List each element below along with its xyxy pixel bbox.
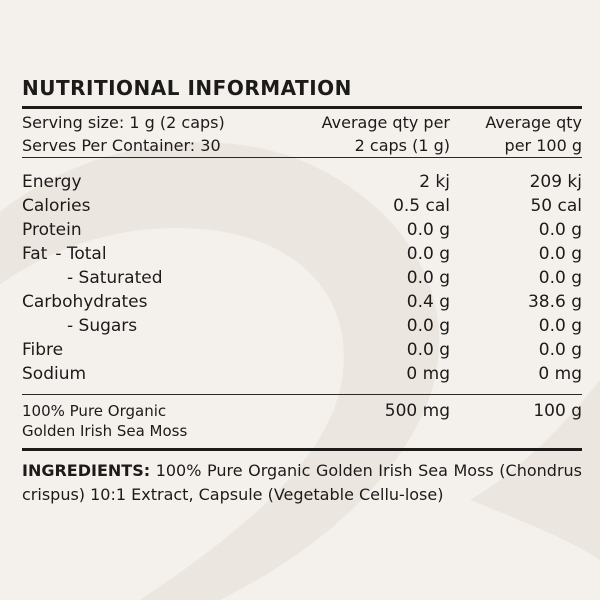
nutrient-table: Energy 2 kj 209 kj Calories 0.5 cal 50 c… [22,158,582,394]
nutrient-row-energy: Energy 2 kj 209 kj [22,170,582,194]
nutrient-per-100g: 38.6 g [527,292,582,312]
ingredients-heading: INGREDIENTS: [22,461,151,480]
nutrient-label: Energy [22,172,82,192]
nutrient-row-fibre: Fibre 0.0 g 0.0 g [22,338,582,362]
panel-title: NUTRITIONAL INFORMATION [22,76,352,100]
nutrient-per-serve: 0.0 g [406,244,450,264]
nutrient-label: Protein [22,220,82,240]
nutrient-row-carbohydrates: Carbohydrates 0.4 g 38.6 g [22,290,582,314]
ingredients-text: 100% Pure Organic Golden Irish Sea Moss … [22,461,582,504]
nutrient-per-serve: 0.0 g [406,268,450,288]
per-serve-header-line1: Average qty per [321,113,450,132]
ingredients-statement: INGREDIENTS: 100% Pure Organic Golden Ir… [22,459,582,507]
nutrient-per-serve: 0.5 cal [393,196,450,216]
nutrient-per-100g: 0.0 g [538,220,582,240]
serving-header-row-1: Serving size: 1 g (2 caps) Average qty p… [22,112,582,134]
nutrient-per-serve: 0.0 g [406,316,450,336]
active-per-serve: 500 mg [384,401,450,421]
bottom-divider [22,448,582,451]
serving-size: Serving size: 1 g (2 caps) [22,113,225,132]
serving-header: Serving size: 1 g (2 caps) Average qty p… [22,109,582,157]
per-100g-header-line1: Average qty [485,113,582,132]
nutrient-per-100g: 0.0 g [538,340,582,360]
nutrient-per-100g: 0.0 g [538,268,582,288]
nutrient-per-serve: 0.0 g [406,340,450,360]
serves-per-container: Serves Per Container: 30 [22,136,221,155]
nutrient-per-serve: 0 mg [406,364,450,384]
nutrient-label: Sodium [22,364,87,384]
nutrient-per-100g: 209 kj [529,172,582,192]
nutrient-per-100g: 0 mg [538,364,582,384]
nutrient-row-protein: Protein 0.0 g 0.0 g [22,218,582,242]
nutrient-label: - Sugars [67,316,138,336]
active-ingredient-row: 100% Pure Organic Golden Irish Sea Moss … [22,395,582,448]
nutrition-panel: NUTRITIONAL INFORMATION Serving size: 1 … [22,76,582,507]
per-100g-header-line2: per 100 g [504,136,582,155]
nutrient-per-100g: 50 cal [530,196,582,216]
per-serve-header-line2: 2 caps (1 g) [354,136,450,155]
header-divider [22,157,582,158]
nutrient-label: Calories [22,196,91,216]
serving-header-row-2: Serves Per Container: 30 2 caps (1 g) pe… [22,135,582,157]
nutrient-per-100g: 0.0 g [538,244,582,264]
nutrient-row-sodium: Sodium 0 mg 0 mg [22,362,582,386]
nutrient-row-calories: Calories 0.5 cal 50 cal [22,194,582,218]
nutrient-label: Carbohydrates [22,292,148,312]
nutrient-per-serve: 2 kj [419,172,450,192]
nutrient-label: Fibre [22,340,64,360]
active-per-100g: 100 g [533,401,582,421]
active-ingredient-label: 100% Pure Organic Golden Irish Sea Moss [22,401,284,441]
nutrient-per-100g: 0.0 g [538,316,582,336]
nutrient-label: Fat - Total [22,242,284,266]
nutrient-row-fat-total: Fat - Total 0.0 g 0.0 g [22,242,582,266]
nutrient-per-serve: 0.0 g [406,220,450,240]
nutrient-row-sugars: - Sugars 0.0 g 0.0 g [22,314,582,338]
nutrients-divider [22,394,582,395]
fat-label: Fat [22,244,48,264]
active-ingredient-label-line1: 100% Pure Organic [22,402,167,420]
fat-sublabel: - Total [55,244,107,264]
nutrient-row-fat-saturated: - Saturated 0.0 g 0.0 g [22,266,582,290]
nutrient-per-serve: 0.4 g [406,292,450,312]
active-ingredient-label-line2: Golden Irish Sea Moss [22,422,188,440]
title-divider [22,106,582,109]
nutrient-label: - Saturated [67,268,163,288]
